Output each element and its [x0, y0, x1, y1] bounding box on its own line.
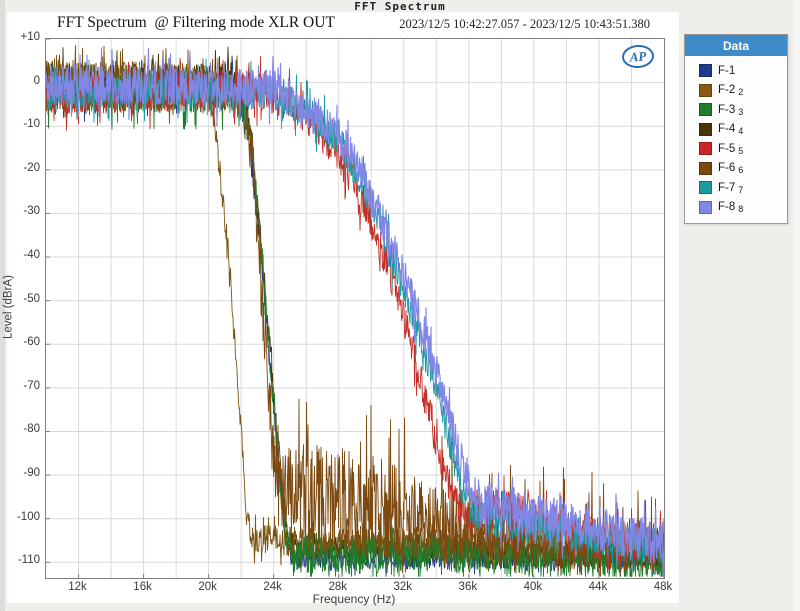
trace-F-1: [46, 55, 664, 577]
legend-body: F-1 F-2 2 F-3 3 F-4 4 F-5 5 F-6 6 F-7 7 F-8 8: [685, 56, 787, 223]
x-axis-label: Frequency (Hz): [312, 592, 396, 606]
legend-item-F-4[interactable]: F-4 4: [685, 120, 787, 140]
trace-F-8: [46, 47, 664, 577]
y-tick-label: -40: [23, 249, 40, 262]
x-tick-label: 12k: [68, 581, 87, 593]
right-strip: [793, 0, 800, 611]
legend-swatch-icon: [699, 181, 712, 195]
y-tick-label: -10: [23, 118, 40, 131]
y-tick-label: -30: [23, 205, 40, 218]
y-tick-label: -90: [23, 467, 40, 480]
legend-item-F-5[interactable]: F-5 5: [685, 139, 787, 159]
x-tick-label: 40k: [523, 581, 543, 593]
measurement-timestamp: 2023/12/5 10:42:27.057 - 2023/12/5 10:43…: [399, 17, 650, 31]
legend-swatch-icon: [699, 122, 712, 136]
plot-area: AP: [45, 38, 665, 579]
y-tick-label: -100: [16, 510, 40, 523]
chart-title: FFT Spectrum @ Filtering mode XLR OUT: [57, 14, 335, 31]
legend-item-label: F-6: [718, 162, 736, 175]
legend-item-label: F-3: [718, 103, 736, 116]
legend-item-subscript: 7: [738, 184, 744, 195]
legend-item-subscript: 6: [738, 165, 744, 176]
legend-item-F-1[interactable]: F-1: [685, 61, 787, 81]
legend-item-F-8[interactable]: F-8 8: [685, 198, 787, 218]
window-title: FFT Spectrum: [354, 0, 446, 13]
legend-item-label: F-1: [718, 64, 736, 77]
y-tick-label: -50: [23, 292, 40, 305]
legend-item-label: F-7: [718, 181, 736, 194]
legend-item-label: F-2: [718, 84, 736, 97]
legend-panel: Data F-1 F-2 2 F-3 3 F-4 4 F-5 5 F-6 6 F-7 7 F-8 8: [684, 34, 788, 224]
x-tick-label: 28k: [328, 581, 347, 593]
legend-item-subscript: 8: [738, 204, 744, 215]
legend-item-subscript: 3: [738, 106, 744, 117]
y-tick-label: -60: [23, 336, 40, 349]
x-tick-label: 16k: [133, 581, 152, 593]
x-tick-label: 36k: [458, 581, 478, 593]
legend-item-F-3[interactable]: F-3 3: [685, 100, 787, 120]
x-tick-label: 32k: [393, 581, 413, 593]
y-tick-label: -80: [23, 423, 40, 436]
legend-swatch-icon: [699, 161, 712, 175]
legend-item-label: F-8: [718, 201, 736, 214]
trace-F-6: [46, 49, 664, 577]
y-tick-label: -110: [17, 554, 40, 567]
x-tick-label: 44k: [588, 581, 608, 593]
legend-item-F-6[interactable]: F-6 6: [685, 159, 787, 179]
legend-item-subscript: 2: [738, 87, 744, 98]
legend-item-label: F-5: [718, 142, 736, 155]
fft-spectrum-chart: [46, 39, 664, 578]
x-tick-label: 24k: [263, 581, 282, 593]
trace-F-5: [46, 55, 664, 577]
y-tick-label: -70: [23, 379, 40, 392]
trace-F-2: [46, 45, 664, 575]
legend-swatch-icon: [699, 83, 712, 97]
legend-item-F-2[interactable]: F-2 2: [685, 81, 787, 101]
y-tick-label: +10: [20, 31, 40, 43]
y-tick-label: -20: [23, 161, 40, 174]
legend-swatch-icon: [699, 200, 712, 214]
legend-header: Data: [685, 35, 787, 56]
legend-swatch-icon: [699, 64, 712, 78]
legend-item-F-7[interactable]: F-7 7: [685, 178, 787, 198]
legend-swatch-icon: [699, 103, 712, 117]
x-tick-label: 20k: [198, 581, 217, 593]
legend-item-label: F-4: [718, 123, 736, 136]
trace-F-7: [46, 58, 664, 577]
y-tick-label: 0: [33, 74, 40, 87]
legend-item-subscript: 5: [738, 145, 744, 156]
legend-item-subscript: 4: [738, 126, 744, 137]
legend-swatch-icon: [699, 142, 712, 156]
x-tick-label: 48k: [653, 581, 673, 593]
